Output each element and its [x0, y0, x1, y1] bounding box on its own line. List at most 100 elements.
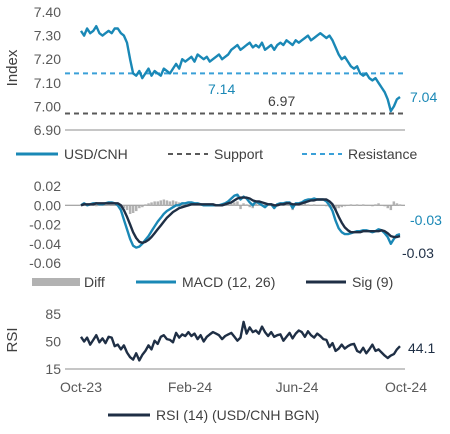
macd-series-line — [80, 193, 401, 249]
price-ylabel: Index — [4, 49, 21, 86]
diff-bar — [159, 200, 162, 206]
diff-bar — [309, 205, 313, 206]
diff-bar — [303, 203, 307, 206]
macd-last-value-label: -0.03 — [410, 212, 442, 228]
diff-bar — [392, 201, 396, 206]
diff-bar — [131, 205, 135, 213]
support-value-label: 6.97 — [268, 93, 295, 109]
diff-bar — [122, 205, 126, 209]
diff-bar — [168, 201, 172, 206]
diff-bar — [153, 201, 156, 206]
ytick-label: 6.90 — [34, 122, 61, 138]
diff-bar — [355, 204, 359, 206]
ytick-label: -0.04 — [29, 236, 61, 252]
diff-bar — [371, 205, 374, 207]
rsi-last-value-label: 44.1 — [408, 340, 435, 356]
usd-cnh-series-line — [79, 25, 401, 113]
ytick-label: 0.02 — [34, 178, 61, 194]
diff-bar — [113, 205, 116, 206]
diff-bar — [325, 205, 328, 207]
rsi-ylabel: RSI — [4, 327, 21, 352]
legend-sig-label: Sig (9) — [352, 274, 393, 290]
resistance-value-label: 7.14 — [208, 81, 235, 97]
diff-bar — [92, 205, 95, 206]
ytick-label: 7.30 — [34, 28, 61, 44]
x-tick-jun-24: Jun-24 — [276, 379, 319, 395]
ytick-label: 85 — [45, 306, 61, 322]
diff-bars — [79, 199, 402, 214]
diff-bar — [245, 204, 248, 206]
diff-bar — [174, 201, 178, 206]
ytick-label: 0.00 — [34, 197, 61, 213]
diff-bar — [395, 203, 399, 206]
diff-bar — [358, 205, 362, 206]
diff-bar — [306, 204, 310, 206]
diff-bar — [138, 205, 141, 209]
sig-series-line — [80, 196, 401, 245]
diff-bar — [398, 204, 402, 206]
legend-macd-label: MACD (12, 26) — [182, 274, 275, 290]
ytick-label: 7.20 — [34, 51, 61, 67]
diff-bar — [236, 201, 239, 206]
diff-bar — [383, 205, 386, 207]
diff-bar — [254, 203, 258, 206]
diff-bar — [144, 204, 147, 206]
price-ytick-labels: 7.40 7.30 7.20 7.10 7.00 6.90 — [34, 4, 61, 138]
diff-bar — [104, 205, 107, 206]
ytick-label: 7.10 — [34, 75, 61, 91]
x-tick-oct-23: Oct-23 — [60, 379, 102, 395]
diff-bar — [285, 204, 288, 206]
diff-bar — [162, 199, 166, 206]
diff-bar — [319, 205, 322, 206]
diff-bar — [135, 205, 138, 212]
diff-bar — [95, 205, 98, 207]
diff-bar — [177, 202, 181, 206]
diff-bar — [300, 204, 304, 206]
legend-rsi-label: RSI (14) (USD/CNH BGN) — [156, 407, 319, 423]
diff-bar — [377, 203, 380, 206]
diff-bar — [337, 205, 340, 209]
diff-bar — [233, 202, 236, 206]
diff-bar — [362, 204, 365, 206]
ytick-label: 7.40 — [34, 4, 61, 20]
ytick-label: 7.00 — [34, 98, 61, 114]
diff-bar — [156, 201, 159, 206]
diff-bar — [107, 204, 110, 206]
diff-bar — [257, 204, 261, 206]
diff-bar — [141, 205, 144, 208]
ytick-label: 50 — [45, 334, 61, 350]
legend-diff-label: Diff — [84, 274, 105, 290]
diff-bar — [242, 203, 245, 206]
diff-bar — [374, 204, 377, 206]
diff-bar — [239, 205, 242, 210]
diff-bar — [251, 205, 254, 209]
ytick-label: -0.06 — [29, 255, 61, 271]
x-tick-oct-24: Oct-24 — [385, 379, 427, 395]
diff-bar — [230, 203, 233, 206]
diff-bar — [248, 205, 251, 208]
legend-resistance-label: Resistance — [348, 146, 417, 162]
diff-bar — [89, 205, 92, 206]
legend-usd-cnh-label: USD/CNH — [64, 146, 128, 162]
diff-bar — [110, 205, 113, 206]
diff-bar — [101, 205, 104, 206]
diff-bar — [150, 202, 153, 206]
diff-bar — [380, 205, 383, 206]
diff-bar — [79, 205, 83, 206]
diff-bar — [343, 205, 347, 207]
diff-bar — [352, 205, 356, 206]
diff-bar — [125, 205, 129, 211]
sig-last-value-label: -0.03 — [402, 245, 434, 261]
diff-bar — [368, 205, 371, 206]
last-price-label: 7.04 — [410, 89, 437, 105]
diff-bar — [282, 205, 285, 206]
diff-bar — [312, 204, 316, 206]
diff-bar — [171, 200, 175, 206]
diff-bar — [322, 205, 325, 206]
x-tick-feb-24: Feb-24 — [168, 379, 213, 395]
macd-ytick-labels: 0.02 0.00 -0.02 -0.04 -0.06 — [29, 178, 61, 271]
diff-bar — [288, 205, 291, 206]
ytick-label: 15 — [45, 361, 61, 377]
diff-bar — [227, 204, 230, 206]
